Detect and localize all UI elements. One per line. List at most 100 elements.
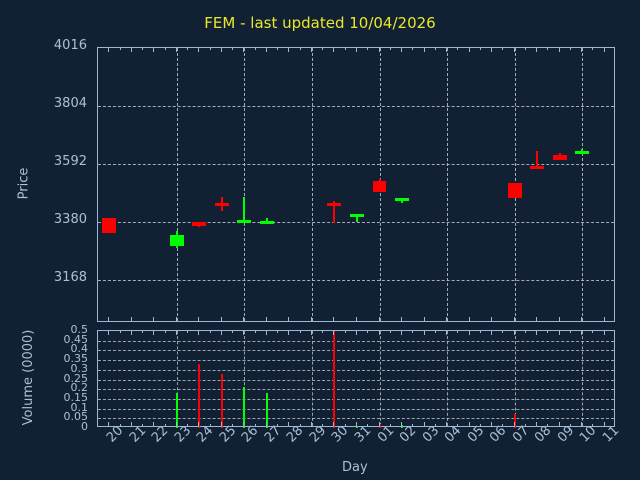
x-axis-minor-tick [401, 47, 403, 50]
volume-y-tick-label: 0.05 [63, 410, 89, 424]
x-axis-minor-tick [603, 330, 605, 333]
x-axis-minor-tick [232, 47, 234, 50]
x-axis-minor-tick [310, 47, 312, 50]
x-axis-minor-tick [603, 47, 605, 50]
x-axis-minor-tick [603, 424, 605, 427]
candle-wick [333, 201, 336, 224]
candle-body [395, 198, 409, 202]
x-axis-minor-tick [569, 424, 571, 427]
x-axis-minor-tick [491, 47, 493, 50]
x-axis-minor-tick [524, 47, 526, 50]
x-axis-minor-tick [265, 424, 267, 427]
x-axis-minor-tick [243, 330, 245, 333]
x-axis-minor-tick [142, 330, 144, 333]
x-axis-minor-tick [547, 47, 549, 50]
price-y-tick-label: 4016 [53, 38, 87, 53]
volume-y-tick-label: 0.35 [63, 352, 89, 366]
volume-gridline-horizontal [98, 360, 614, 362]
volume-gridline-horizontal [98, 340, 614, 342]
volume-y-tick-label: 0.3 [70, 361, 89, 375]
x-axis-minor-tick [243, 47, 245, 50]
price-gridline-vertical [582, 48, 584, 321]
x-axis-minor-tick [389, 424, 391, 427]
x-axis-minor-tick [209, 330, 211, 333]
price-gridline-horizontal [98, 221, 614, 223]
volume-bar [401, 425, 404, 428]
x-axis-tick [536, 317, 538, 322]
x-axis-tick [423, 317, 425, 322]
x-axis-minor-tick [220, 424, 222, 427]
x-axis-minor-tick [356, 424, 357, 427]
volume-gridline-vertical [447, 331, 449, 426]
x-axis-minor-tick [209, 424, 211, 427]
volume-gridline-vertical [514, 331, 516, 426]
x-axis-tick [288, 317, 290, 322]
x-axis-minor-tick [389, 47, 391, 50]
candle-wick [265, 217, 268, 223]
price-plot-area [97, 47, 615, 322]
x-axis-minor-tick [446, 424, 448, 427]
x-axis-minor-tick [581, 47, 583, 50]
x-axis-minor-tick [265, 47, 267, 50]
candle-body [552, 154, 567, 161]
candle-wick [356, 214, 358, 222]
candle-body [507, 183, 522, 199]
x-axis-minor-tick [558, 424, 560, 427]
x-axis-minor-tick [142, 47, 144, 50]
candle-body [350, 214, 364, 218]
x-axis-minor-tick [367, 330, 369, 333]
x-axis-minor-tick [468, 330, 470, 333]
x-axis-minor-tick [558, 330, 560, 333]
x-axis-minor-tick [119, 330, 121, 333]
x-axis-minor-tick [401, 424, 403, 427]
candle-body [169, 235, 184, 247]
volume-gridline-horizontal [98, 408, 614, 410]
x-axis-minor-tick [254, 47, 256, 50]
x-axis-minor-tick [97, 424, 98, 427]
x-axis-minor-tick [97, 47, 98, 50]
volume-y-tick-label: 0.15 [63, 390, 89, 404]
x-axis-minor-tick [153, 330, 155, 333]
price-y-tick-label: 3804 [53, 95, 87, 111]
x-axis-minor-tick [547, 330, 549, 333]
x-axis-minor-tick [502, 330, 504, 333]
x-axis-minor-tick [457, 330, 459, 333]
x-axis-minor-tick [356, 47, 357, 50]
volume-bar [265, 393, 268, 428]
x-axis-minor-tick [468, 47, 470, 50]
candle-body [102, 217, 117, 233]
x-axis-minor-tick [322, 424, 324, 427]
x-axis-tick [310, 317, 312, 322]
volume-gridline-horizontal [98, 389, 614, 391]
x-axis-minor-tick [254, 330, 256, 333]
x-axis-minor-tick [536, 330, 538, 333]
price-gridline-vertical [447, 48, 449, 321]
x-axis-minor-tick [491, 424, 493, 427]
volume-gridline-horizontal [98, 418, 614, 420]
candle-body [192, 222, 207, 226]
x-axis-tick [130, 317, 132, 322]
x-axis-minor-tick [130, 47, 132, 50]
x-axis-minor-tick [592, 47, 594, 50]
x-axis-tick [378, 317, 380, 322]
x-axis-minor-tick [446, 330, 448, 333]
volume-y-tick-label: 0.45 [63, 332, 89, 346]
volume-bar [175, 393, 178, 428]
x-axis-tick [581, 317, 583, 322]
volume-bar [243, 387, 246, 428]
x-axis-minor-tick [288, 330, 290, 333]
x-axis-minor-tick [299, 424, 301, 427]
candle-body [530, 165, 545, 169]
x-axis-minor-tick [569, 330, 571, 333]
x-axis-minor-tick [344, 47, 346, 50]
volume-bar [378, 424, 381, 428]
x-axis-minor-tick [142, 424, 144, 427]
volume-y-tick-label: 0 [81, 420, 88, 433]
x-axis-minor-tick [220, 330, 222, 333]
price-gridline-horizontal [98, 163, 614, 165]
x-axis-minor-tick [423, 47, 425, 50]
x-axis-minor-tick [175, 47, 177, 50]
x-axis-minor-tick [479, 424, 481, 427]
x-axis-minor-tick [310, 330, 312, 333]
x-axis-minor-tick [232, 330, 234, 333]
